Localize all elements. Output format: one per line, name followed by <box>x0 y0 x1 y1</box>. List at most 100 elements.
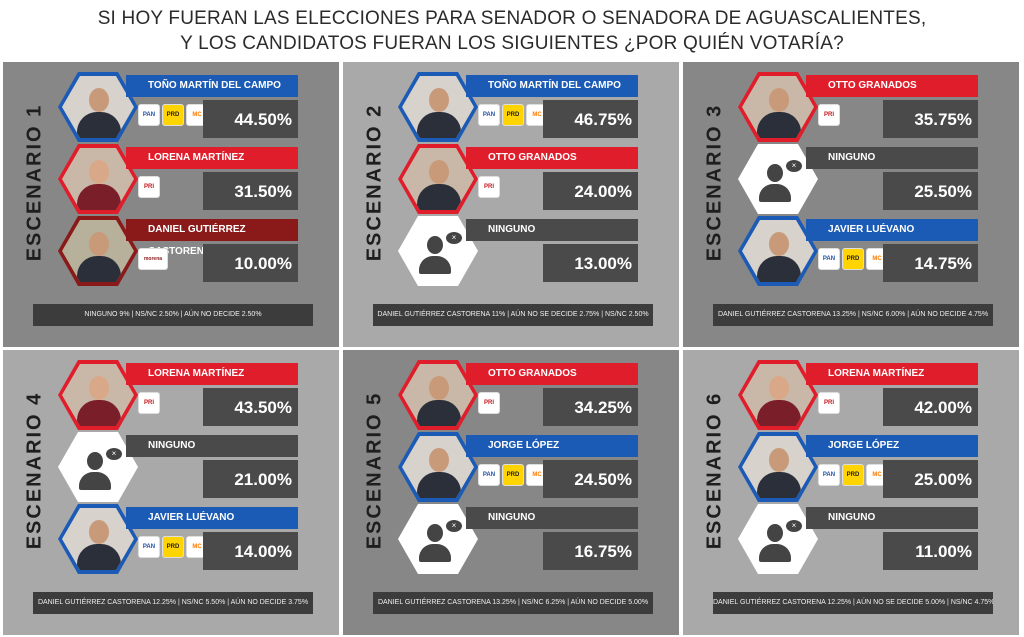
party-logos: PRI <box>138 176 160 202</box>
candidate-photo <box>62 76 134 138</box>
user-speech-icon: × <box>742 508 814 570</box>
scenario-panel-2: ESCENARIO 2 TOÑO MARTÍN DEL CAMPO PAN PRD MC… <box>343 62 679 347</box>
speech-bubble-icon: × <box>786 520 802 532</box>
hex-inner <box>742 220 814 282</box>
photo-body <box>417 184 461 210</box>
scenario-title: ESCENARIO 1 <box>23 103 46 261</box>
candidate-name: JAVIER LUÉVANO <box>806 219 978 241</box>
candidate-percentage: 13.00% <box>543 244 638 282</box>
photo-body <box>757 472 801 498</box>
candidate-name: OTTO GRANADOS <box>806 75 978 97</box>
mc-logo-icon: MC <box>526 464 548 486</box>
scenario-label-5: ESCENARIO 5 <box>355 350 395 590</box>
person-head-icon <box>427 524 443 542</box>
candidate-photo <box>742 364 814 426</box>
candidate-row: OTTO GRANADOS PRI 24.00% <box>398 144 638 214</box>
person-head-icon <box>767 164 783 182</box>
candidate-row: JORGE LÓPEZ PAN PRD MC 25.00% <box>738 432 978 502</box>
candidate-percentage: 34.25% <box>543 388 638 426</box>
party-logos: PRI <box>478 176 500 202</box>
hex-inner <box>62 220 134 282</box>
hex-inner <box>742 76 814 138</box>
party-logos: PAN PRD MC <box>478 464 548 490</box>
hex-inner: × <box>62 436 134 498</box>
candidate-percentage: 44.50% <box>203 100 298 138</box>
candidate-photo-hexagon <box>398 144 478 214</box>
candidate-row: DANIEL GUTIÉRREZ CASTORENA morena 10.00% <box>58 216 298 286</box>
candidate-photo <box>62 508 134 570</box>
candidate-row: × NINGUNO 16.75% <box>398 504 638 574</box>
person-body-icon <box>419 544 451 562</box>
morena-logo-icon: morena <box>138 248 168 270</box>
party-logos: PAN PRD MC <box>818 464 888 490</box>
candidate-percentage: 35.75% <box>883 100 978 138</box>
scenario-panel-4: ESCENARIO 4 LORENA MARTÍNEZ PRI 43.50% × NING… <box>3 350 339 635</box>
candidate-row: × NINGUNO 11.00% <box>738 504 978 574</box>
party-logos: morena <box>138 248 168 274</box>
hex-inner <box>62 148 134 210</box>
scenario-footer: DANIEL GUTIÉRREZ CASTORENA 13.25% | NS/N… <box>373 592 653 614</box>
scenario-title: ESCENARIO 3 <box>703 103 726 261</box>
hex-inner: × <box>742 508 814 570</box>
candidate-photo <box>62 220 134 282</box>
candidate-photo-hexagon <box>58 72 138 142</box>
photo-body <box>757 400 801 426</box>
scenario-label-4: ESCENARIO 4 <box>15 350 55 590</box>
photo-head <box>429 88 449 112</box>
pan-logo-icon: PAN <box>138 104 160 126</box>
candidate-row: × NINGUNO 13.00% <box>398 216 638 286</box>
photo-body <box>77 400 121 426</box>
candidate-row: OTTO GRANADOS PRI 34.25% <box>398 360 638 430</box>
pri-logo-icon: PRI <box>478 176 500 198</box>
hex-inner: × <box>402 508 474 570</box>
candidate-photo <box>62 364 134 426</box>
pan-logo-icon: PAN <box>138 536 160 558</box>
person-head-icon <box>767 524 783 542</box>
photo-body <box>757 256 801 282</box>
title-line-2: Y LOS CANDIDATOS FUERAN LOS SIGUIENTES ¿… <box>180 33 844 54</box>
hex-inner <box>62 76 134 138</box>
pan-logo-icon: PAN <box>478 104 500 126</box>
photo-body <box>417 472 461 498</box>
candidate-name: JORGE LÓPEZ <box>806 435 978 457</box>
party-logos: PAN PRD MC <box>818 248 888 274</box>
candidate-name: NINGUNO <box>466 507 638 529</box>
speech-bubble-icon: × <box>106 448 122 460</box>
photo-head <box>89 160 109 184</box>
prd-logo-icon: PRD <box>502 104 524 126</box>
photo-head <box>429 160 449 184</box>
pri-logo-icon: PRI <box>138 176 160 198</box>
hex-inner <box>742 436 814 498</box>
hex-inner <box>742 364 814 426</box>
photo-body <box>417 400 461 426</box>
candidate-photo-hexagon <box>58 504 138 574</box>
hex-inner <box>402 76 474 138</box>
candidate-percentage: 31.50% <box>203 172 298 210</box>
prd-logo-icon: PRD <box>502 464 524 486</box>
photo-body <box>757 112 801 138</box>
photo-body <box>77 184 121 210</box>
scenario-label-3: ESCENARIO 3 <box>695 62 735 302</box>
user-speech-icon: × <box>402 220 474 282</box>
candidate-name: DANIEL GUTIÉRREZ CASTORENA <box>126 219 298 257</box>
scenario-footer: NINGUNO 9% | NS/NC 2.50% | AÚN NO DECIDE… <box>33 304 313 326</box>
candidate-photo <box>742 220 814 282</box>
candidate-photo <box>402 364 474 426</box>
photo-body <box>417 112 461 138</box>
candidate-photo <box>402 76 474 138</box>
candidate-name: LORENA MARTÍNEZ <box>126 147 298 169</box>
candidate-percentage: 42.00% <box>883 388 978 426</box>
candidate-row: LORENA MARTÍNEZ PRI 31.50% <box>58 144 298 214</box>
prd-logo-icon: PRD <box>162 536 184 558</box>
scenario-title: ESCENARIO 2 <box>363 103 386 261</box>
prd-logo-icon: PRD <box>842 248 864 270</box>
hex-inner <box>402 364 474 426</box>
photo-head <box>429 376 449 400</box>
hex-inner <box>402 148 474 210</box>
party-logos: PRI <box>818 104 840 130</box>
party-logos: PRI <box>478 392 500 418</box>
candidate-name: LORENA MARTÍNEZ <box>126 363 298 385</box>
person-body-icon <box>419 256 451 274</box>
candidate-photo-hexagon <box>398 432 478 502</box>
photo-head <box>769 448 789 472</box>
